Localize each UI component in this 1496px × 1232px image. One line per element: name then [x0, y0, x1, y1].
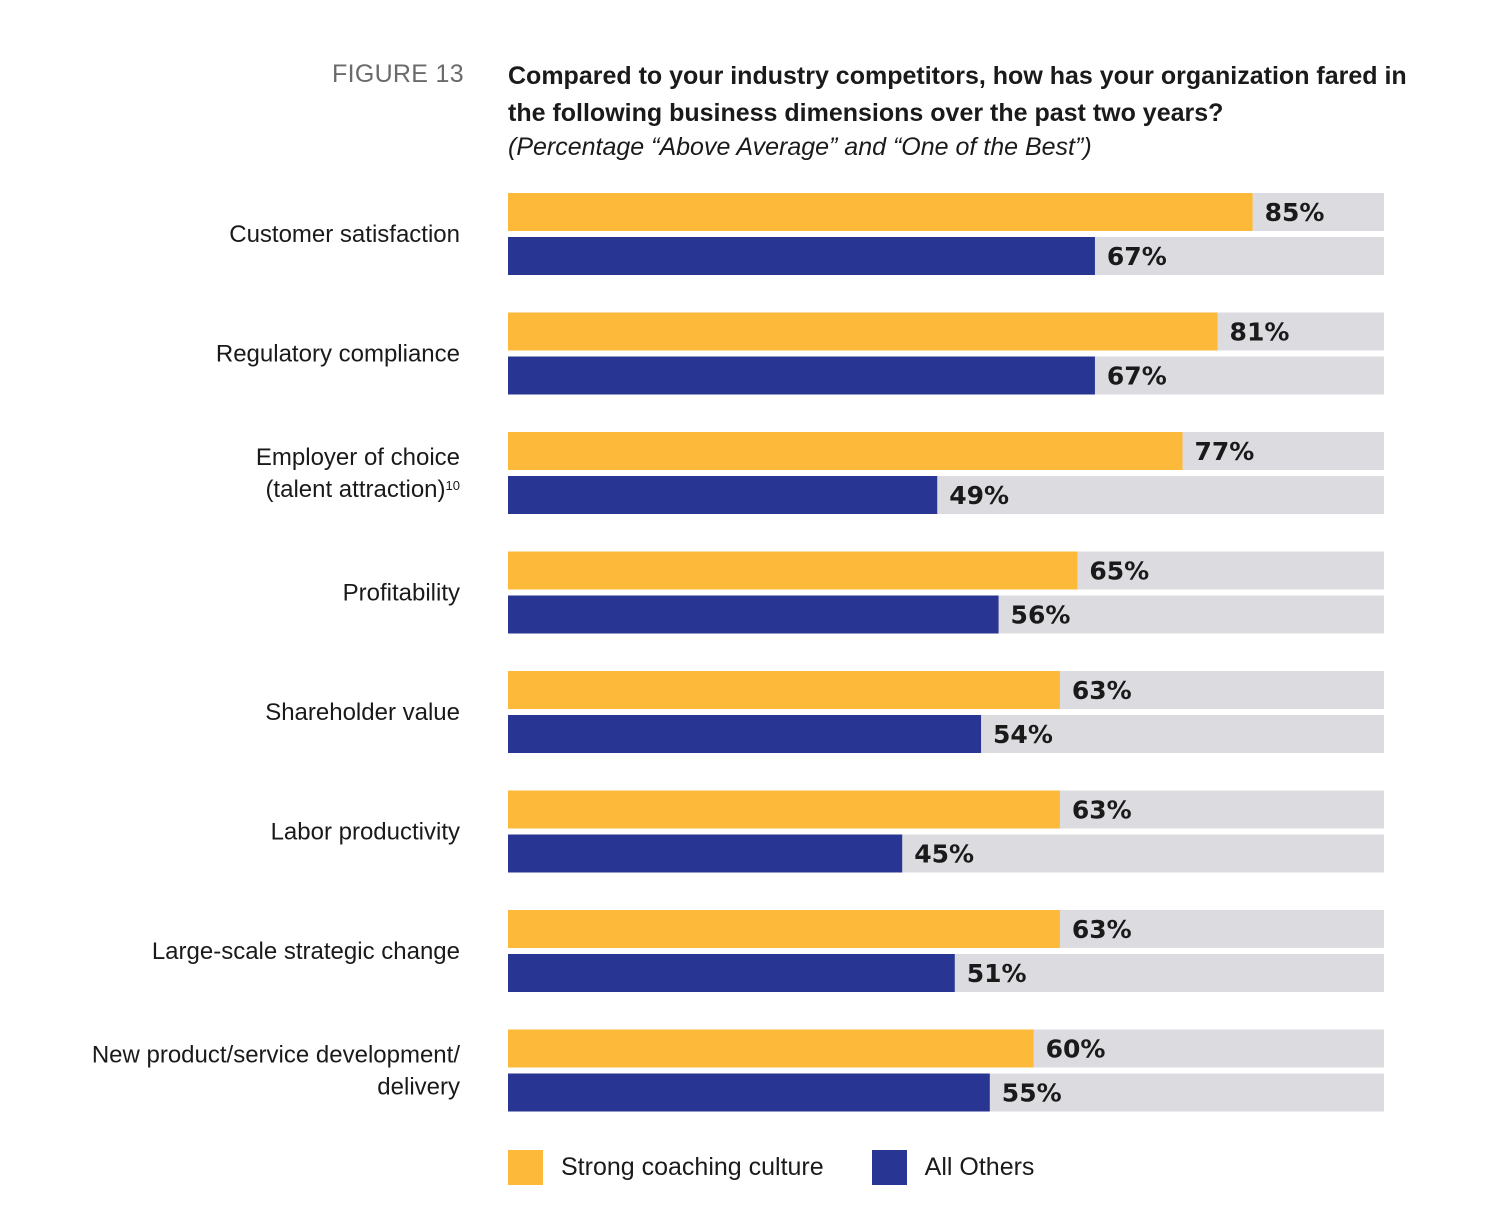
- category-label: Regulatory compliance: [216, 341, 460, 368]
- bar: [508, 834, 903, 873]
- category-label: Labor productivity: [271, 819, 460, 846]
- bar: [508, 715, 982, 753]
- bar: [508, 1029, 1034, 1068]
- bar: [508, 432, 1183, 470]
- bar: [508, 193, 1253, 231]
- bar: [508, 237, 1095, 275]
- figure-label: FIGURE 13: [332, 60, 464, 88]
- legend-swatch-strong-coaching: [508, 1150, 543, 1185]
- data-label: 67%: [1107, 242, 1167, 271]
- data-label: 51%: [967, 959, 1027, 988]
- bar: [508, 671, 1060, 709]
- data-label: 67%: [1107, 362, 1167, 391]
- legend-item-strong-coaching: Strong coaching culture: [508, 1150, 824, 1185]
- data-label: 49%: [949, 481, 1009, 510]
- chart-title: Compared to your industry competitors, h…: [508, 62, 1407, 127]
- bar: [508, 1073, 990, 1112]
- bar: [508, 312, 1218, 351]
- legend-label-all-others: All Others: [924, 1153, 1035, 1181]
- data-label: 65%: [1089, 557, 1149, 586]
- bar: [508, 954, 955, 992]
- legend-swatch-all-others: [871, 1150, 907, 1185]
- data-label: 56%: [1011, 601, 1071, 630]
- category-label: New product/service development/delivery: [92, 1042, 461, 1101]
- data-label: 60%: [1046, 1035, 1106, 1064]
- data-label: 63%: [1072, 796, 1132, 825]
- chart-subtitle: (Percentage “Above Average” and “One of …: [508, 133, 1092, 161]
- category-label: Customer satisfaction: [229, 221, 460, 248]
- bar: [508, 551, 1078, 590]
- bar: [508, 910, 1060, 948]
- bar: [508, 356, 1095, 395]
- data-label: 55%: [1002, 1079, 1062, 1108]
- data-label: 63%: [1072, 915, 1132, 944]
- data-label: 45%: [914, 840, 974, 869]
- data-label: 54%: [993, 720, 1053, 749]
- legend-item-all-others: All Others: [871, 1150, 1035, 1185]
- bar-chart: Customer satisfaction 85% 67% Regulatory co…: [92, 193, 1384, 1112]
- category-label: Profitability: [343, 580, 460, 607]
- legend: Strong coaching culture All Others: [508, 1150, 1082, 1185]
- data-label: 85%: [1265, 198, 1325, 227]
- data-label: 63%: [1072, 676, 1132, 705]
- bar: [508, 790, 1060, 829]
- data-label: 81%: [1230, 318, 1290, 347]
- category-label: Shareholder value: [265, 699, 460, 726]
- category-label: Large-scale strategic change: [152, 938, 460, 965]
- bar: [508, 595, 999, 634]
- bar: [508, 476, 938, 514]
- category-label: Employer of choice (talent attraction)10: [256, 444, 460, 503]
- data-label: 77%: [1195, 437, 1255, 466]
- legend-label-strong-coaching: Strong coaching culture: [561, 1153, 824, 1181]
